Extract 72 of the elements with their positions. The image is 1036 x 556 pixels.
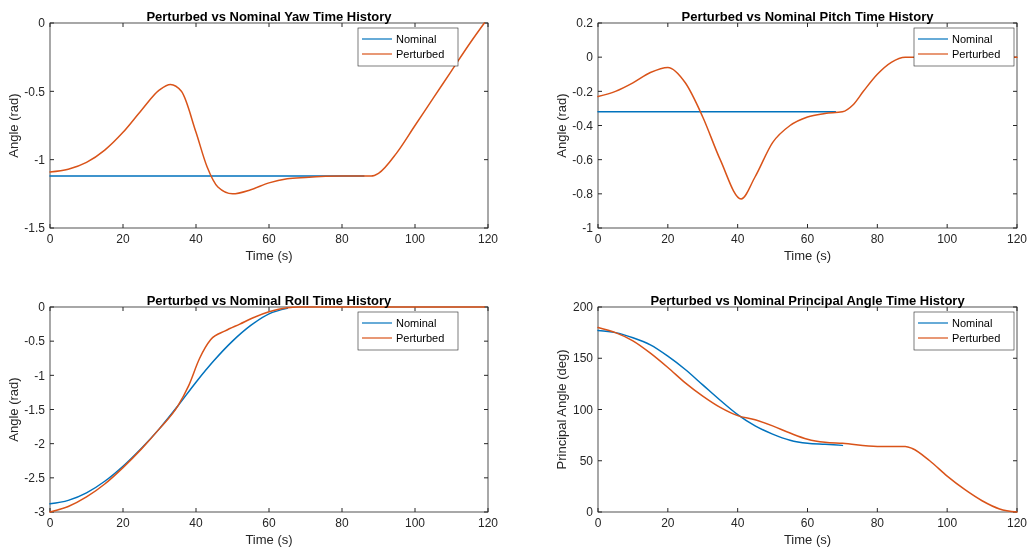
x-tick-label: 20	[116, 232, 130, 246]
legend-label: Nominal	[396, 32, 437, 45]
legend-label: Perturbed	[396, 331, 445, 344]
x-tick-label: 100	[404, 232, 426, 246]
legend-label: Perturbed	[396, 47, 445, 60]
line-series	[49, 22, 486, 195]
y-tick-label: -1	[34, 152, 46, 167]
y-tick-label: -1	[34, 368, 46, 383]
y-axis-title: Angle (rad)	[6, 377, 21, 442]
legend-label: Nominal	[396, 316, 437, 329]
x-tick-label: 40	[189, 516, 203, 530]
line-series	[49, 307, 288, 505]
y-axis-title: Angle (rad)	[554, 93, 569, 158]
chart-title: Perturbed vs Nominal Pitch Time History	[681, 9, 935, 24]
y-tick-label: 0.2	[576, 16, 594, 31]
y-tick-label: 0	[38, 300, 46, 315]
chart-title: Perturbed vs Nominal Principal Angle Time History	[650, 293, 966, 308]
y-tick-label: -3	[34, 505, 46, 520]
y-tick-label: -0.2	[572, 84, 594, 99]
y-tick-label: -1	[582, 221, 594, 236]
x-axis-title: Time (s)	[783, 532, 832, 547]
x-tick-label: 60	[800, 516, 815, 530]
y-tick-label: -2	[34, 436, 46, 451]
x-tick-label: 120	[1006, 232, 1028, 246]
x-axis-title: Time (s)	[245, 248, 293, 263]
x-tick-label: 20	[116, 516, 130, 530]
y-tick-label: -0.4	[572, 118, 594, 133]
x-tick-label: 60	[262, 516, 276, 530]
y-tick-label: 0	[38, 16, 46, 31]
line-series	[597, 326, 1018, 513]
x-tick-label: 100	[937, 516, 958, 530]
chart-title: Perturbed vs Nominal Yaw Time History	[146, 9, 393, 24]
y-tick-label: 0	[586, 50, 594, 65]
chart-title: Perturbed vs Nominal Roll Time History	[146, 293, 393, 308]
legend-label: Nominal	[952, 32, 993, 45]
x-tick-label: 80	[870, 232, 885, 246]
x-tick-label: 60	[262, 232, 276, 246]
y-tick-label: -2.5	[24, 471, 46, 486]
x-tick-label: 80	[335, 516, 349, 530]
y-tick-label: -1.5	[24, 402, 46, 417]
y-tick-label: -0.5	[24, 84, 46, 99]
y-tick-label: 200	[572, 300, 594, 315]
legend-label: Perturbed	[952, 47, 1001, 60]
x-tick-label: 100	[404, 516, 426, 530]
y-tick-label: 0	[586, 505, 594, 520]
y-tick-label: 100	[572, 402, 594, 417]
y-tick-label: 150	[572, 351, 594, 366]
y-tick-label: -0.5	[24, 334, 46, 349]
y-tick-label: -1.5	[24, 221, 46, 236]
y-tick-label: -0.8	[572, 187, 594, 202]
y-axis-title: Principal Angle (deg)	[554, 349, 569, 470]
x-axis-title: Time (s)	[783, 248, 832, 263]
x-tick-label: 60	[800, 232, 815, 246]
legend-label: Nominal	[952, 316, 993, 329]
x-tick-label: 20	[661, 516, 675, 530]
y-tick-label: 50	[579, 453, 594, 468]
x-tick-label: 80	[335, 232, 349, 246]
x-tick-label: 40	[730, 516, 745, 530]
line-series	[597, 329, 844, 447]
x-tick-label: 40	[730, 232, 745, 246]
x-tick-label: 80	[870, 516, 885, 530]
y-tick-label: -0.6	[572, 152, 594, 167]
x-axis-title: Time (s)	[245, 532, 293, 547]
x-tick-label: 40	[189, 232, 203, 246]
line-series	[49, 306, 486, 513]
x-tick-label: 120	[477, 516, 499, 530]
y-axis-title: Angle (rad)	[6, 93, 21, 158]
x-tick-label: 120	[477, 232, 499, 246]
legend-label: Perturbed	[952, 331, 1001, 344]
x-tick-label: 20	[661, 232, 675, 246]
x-tick-label: 120	[1006, 516, 1028, 530]
x-tick-label: 100	[937, 232, 958, 246]
